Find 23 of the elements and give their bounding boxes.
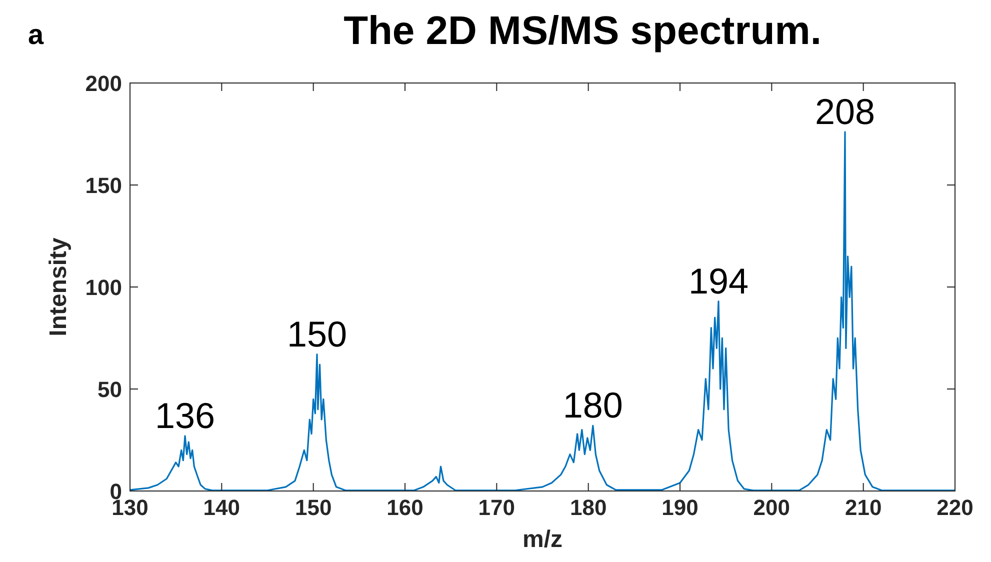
annotation: 194 — [688, 260, 749, 302]
x-tick-label: 180 — [570, 495, 607, 520]
x-tick-label: 190 — [662, 495, 698, 520]
x-tick-label: 220 — [936, 495, 974, 520]
annotation: 150 — [286, 313, 348, 354]
annotation: 208 — [814, 90, 876, 132]
line-series — [129, 131, 956, 492]
y-tick-label: 150 — [85, 173, 122, 198]
x-tick-label: 160 — [386, 495, 424, 520]
annotation: 180 — [562, 384, 623, 426]
y-axis-title: Intensity — [45, 237, 72, 336]
text: a — [28, 19, 44, 50]
x-tick-label: 210 — [844, 495, 882, 520]
y-tick-label: 100 — [85, 275, 122, 300]
chart-title: The 2D MS/MS spectrum. — [344, 9, 822, 53]
x-tick-label: 170 — [478, 495, 516, 520]
y-tick-label: 200 — [85, 71, 122, 96]
x-axis-title: m/z — [522, 526, 563, 553]
x-tick-label: 200 — [753, 495, 790, 520]
y-tick-label: 50 — [98, 377, 122, 402]
annotation: 136 — [154, 394, 216, 436]
x-tick-label: 150 — [294, 495, 332, 520]
x-tick-label: 140 — [203, 495, 240, 520]
